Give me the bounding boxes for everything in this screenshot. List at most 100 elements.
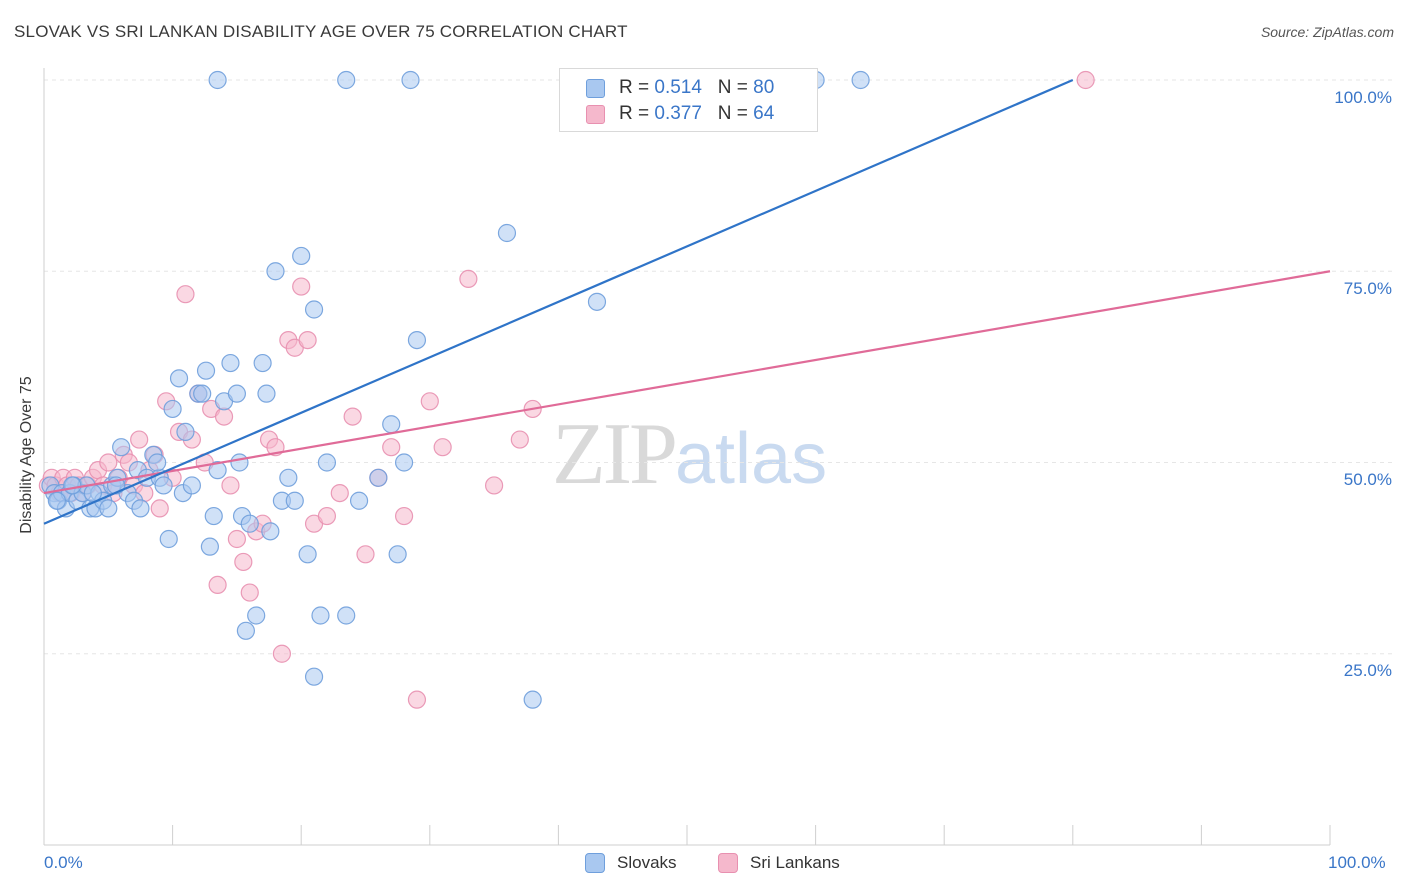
srilankan-point: [394, 506, 414, 526]
chart-title: SLOVAK VS SRI LANKAN DISABILITY AGE OVER…: [14, 22, 628, 41]
slovak-point: [394, 453, 414, 472]
srilankan-point: [150, 499, 169, 518]
legend-label: Slovaks: [617, 853, 677, 872]
slovak-point: [253, 353, 272, 373]
slovak-point: [182, 476, 201, 495]
slovak-point: [304, 300, 324, 319]
x-max-label: 100.0%: [1328, 853, 1386, 872]
srilankan-point: [272, 644, 292, 663]
slovak-point: [208, 461, 227, 480]
srilankan-point: [433, 438, 452, 457]
srilankan-point: [298, 331, 317, 350]
slovak-trend-line: [43, 78, 1074, 525]
slovak-point: [240, 514, 259, 533]
slovak-point: [148, 453, 167, 472]
slovak-point: [47, 491, 66, 510]
srilankan-point: [407, 690, 427, 709]
n-label: N =: [717, 77, 754, 98]
correlation-legend: R = 0.514 N = 80 R = 0.377 N = 64: [559, 68, 818, 132]
watermark-atlas: atlas: [675, 419, 828, 499]
srilankan-point: [420, 392, 439, 411]
slovak-point: [159, 529, 178, 549]
srilankan-point: [356, 545, 375, 564]
slovak-point: [266, 262, 285, 281]
slovak-point: [401, 70, 420, 90]
n-label: N =: [717, 103, 754, 124]
slovak-point: [196, 361, 216, 380]
srilankan-point: [227, 529, 246, 549]
y-tick-label: 50.0%: [1343, 470, 1392, 489]
slovak-point: [247, 606, 266, 625]
srilankan-swatch: [718, 853, 738, 873]
slovak-point: [304, 667, 324, 686]
r-value: 0.514: [654, 77, 702, 98]
y-tick-label: 75.0%: [1343, 279, 1392, 298]
trend-lines: [43, 78, 1331, 525]
srilankan-point: [292, 277, 311, 296]
srilankan-point: [214, 407, 234, 426]
srilankan-point: [510, 430, 529, 449]
srilankan-trend-line: [43, 270, 1331, 495]
srilankan-point: [1076, 70, 1095, 90]
watermark-zip: ZIP: [552, 406, 678, 503]
slovak-point: [230, 453, 249, 472]
slovak-point: [227, 384, 246, 403]
n-value: 80: [753, 77, 775, 98]
slovak-point: [169, 369, 189, 388]
srilankan-point: [343, 407, 362, 426]
axes: [43, 68, 1331, 846]
slovak-point: [154, 476, 173, 495]
slovak-point: [236, 621, 256, 640]
slovak-point: [317, 453, 337, 472]
srilankan-point: [208, 575, 227, 595]
slovak-point: [99, 499, 118, 518]
slovak-point: [587, 292, 607, 311]
srilankan-point: [382, 438, 401, 457]
srilankan-point: [330, 484, 349, 503]
x-min-label: 0.0%: [44, 853, 83, 872]
slovak-swatch: [586, 79, 605, 98]
slovak-point: [349, 491, 369, 510]
srilankan-point: [130, 430, 149, 449]
r-label: R =: [619, 103, 655, 124]
y-tick-label: 25.0%: [1343, 661, 1392, 680]
y-tick-label: 100.0%: [1334, 88, 1392, 107]
slovak-point: [523, 690, 542, 709]
srilankan-point: [99, 453, 118, 472]
slovak-point: [257, 384, 276, 403]
slovak-point: [311, 606, 330, 625]
slovak-point: [261, 522, 280, 541]
slovak-point: [337, 606, 356, 625]
slovak-point: [407, 331, 427, 350]
slovak-point: [63, 476, 82, 495]
slovak-point: [851, 70, 870, 90]
r-label: R =: [619, 77, 655, 98]
slovak-point: [221, 353, 240, 373]
slovak-point: [285, 491, 304, 510]
slovak-point: [298, 545, 317, 564]
slovak-points: [41, 70, 870, 709]
srilankan-point: [459, 269, 478, 288]
srilankan-point: [221, 476, 240, 495]
slovak-point: [131, 499, 150, 518]
slovak-point: [163, 399, 182, 419]
slovak-point: [292, 246, 311, 266]
slovak-point: [382, 415, 401, 434]
slovak-point: [208, 70, 227, 90]
srilankan-point: [234, 552, 253, 572]
slovak-point: [497, 223, 517, 243]
slovak-swatch: [585, 853, 605, 873]
n-value: 64: [753, 103, 775, 124]
slovak-point: [279, 468, 298, 487]
slovak-point: [176, 422, 195, 441]
slovak-point: [112, 438, 131, 457]
slovak-point: [369, 468, 388, 487]
r-value: 0.377: [654, 103, 702, 124]
slovak-point: [200, 537, 219, 556]
srilankan-swatch: [586, 105, 605, 124]
watermark: ZIPatlas: [552, 402, 827, 505]
srilankan-point: [240, 583, 259, 602]
srilankan-point: [317, 506, 337, 526]
slovak-point: [204, 506, 223, 526]
